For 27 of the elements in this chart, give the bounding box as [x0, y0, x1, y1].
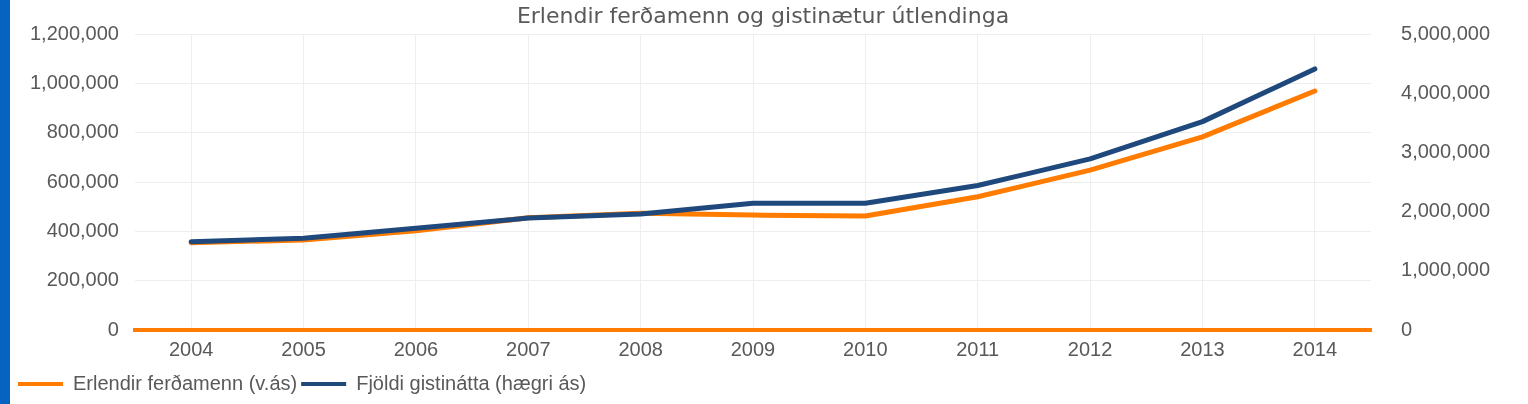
x-tick-label: 2006 [393, 337, 439, 360]
y2-tick-label: 2,000,000 [1401, 199, 1491, 222]
x-tick-label: 2007 [506, 337, 551, 360]
x-tick-label: 2012 [1067, 337, 1113, 360]
x-tick-label: 2010 [843, 337, 888, 360]
y-tick-label: 600,000 [46, 169, 119, 192]
x-tick-label: 2014 [1292, 337, 1338, 360]
x-tick-label: 2009 [730, 337, 776, 360]
y2-tick-label: 3,000,000 [1401, 139, 1491, 162]
chart-title: Erlendir ferðamenn og gistinætur útlendinga [516, 2, 1010, 28]
x-tick-label: 2011 [956, 337, 1000, 360]
legend-label: Erlendir ferðamenn (v.ás) [73, 371, 298, 394]
y2-tick-label: 0 [1401, 317, 1413, 340]
y-tick-label: 800,000 [46, 120, 119, 143]
y-tick-label: 400,000 [46, 218, 119, 241]
legend-label: Fjöldi gistinátta (hægri ás) [356, 371, 587, 394]
y-tick-label: 1,000,000 [29, 70, 119, 93]
y2-tick-label: 4,000,000 [1401, 80, 1491, 103]
y-tick-label: 1,200,000 [29, 21, 119, 44]
y2-tick-label: 1,000,000 [1401, 258, 1491, 281]
x-tick-label: 2008 [618, 337, 663, 360]
x-tick-label: 2005 [281, 337, 326, 360]
x-tick-label: 2013 [1180, 337, 1225, 360]
x-tick-label: 2004 [168, 337, 214, 360]
y-tick-label: 200,000 [46, 268, 119, 291]
y-tick-label: 0 [107, 317, 119, 340]
y2-tick-label: 5,000,000 [1401, 21, 1491, 44]
